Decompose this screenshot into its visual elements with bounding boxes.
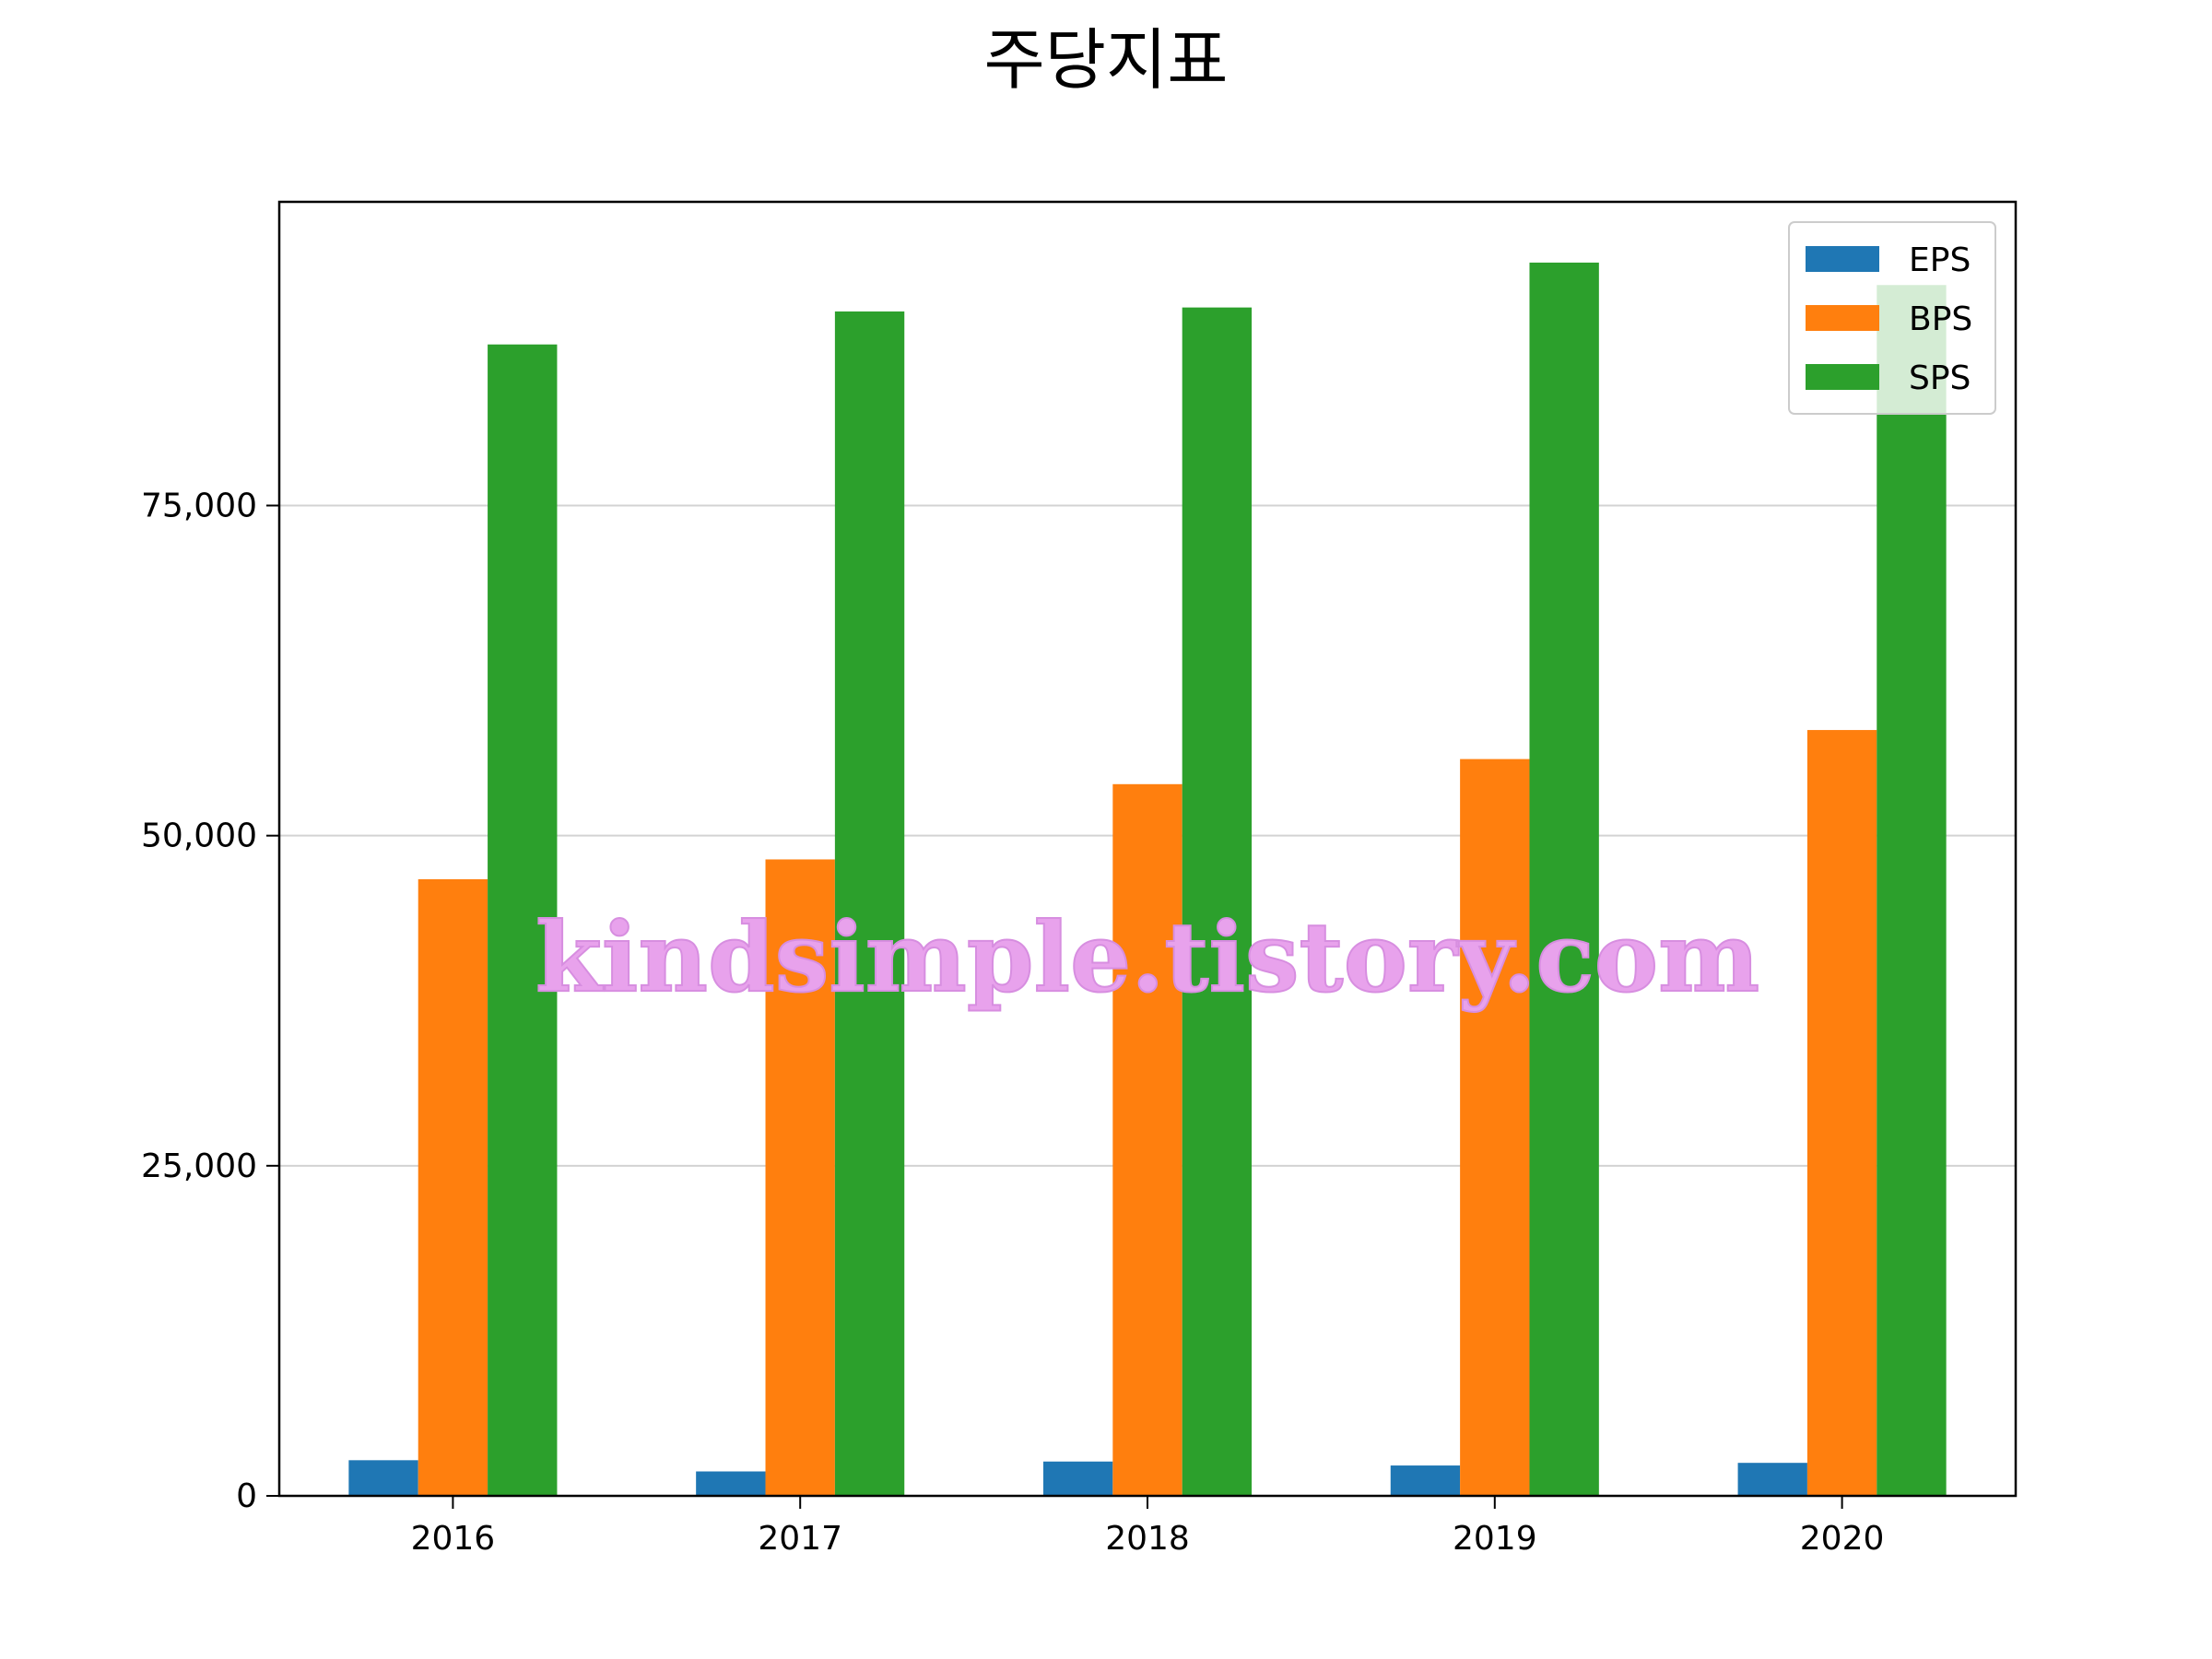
bar-sps-2016 bbox=[488, 344, 558, 1496]
bar-eps-2017 bbox=[696, 1471, 766, 1496]
bar-eps-2018 bbox=[1042, 1461, 1113, 1496]
x-axis: 2016 2017 2018 2019 2020 bbox=[411, 1496, 1885, 1558]
chart-title: 주당지표 bbox=[984, 21, 1229, 99]
legend-swatch-eps bbox=[1806, 246, 1879, 272]
bar-sps-2018 bbox=[1182, 307, 1253, 1496]
legend-label-sps: SPS bbox=[1909, 359, 1971, 397]
legend: EPS BPS SPS bbox=[1788, 221, 1996, 415]
bar-eps-2016 bbox=[348, 1460, 418, 1496]
bar-sps-2019 bbox=[1529, 262, 1599, 1496]
y-tick-label: 25,000 bbox=[141, 1147, 257, 1185]
bar-sps-2020 bbox=[1877, 285, 1947, 1497]
bar-bps-2018 bbox=[1112, 783, 1182, 1496]
watermark-text: kindsimple.tistory.com bbox=[535, 900, 1759, 1014]
bars bbox=[348, 262, 1947, 1497]
y-axis: 0 25,000 50,000 75,000 bbox=[141, 488, 279, 1515]
bar-bps-2020 bbox=[1806, 730, 1877, 1496]
legend-swatch-bps bbox=[1806, 305, 1879, 331]
legend-swatch-sps bbox=[1806, 364, 1879, 390]
bar-bps-2017 bbox=[765, 859, 835, 1496]
x-tick-label: 2018 bbox=[1105, 1520, 1190, 1558]
x-tick-label: 2016 bbox=[411, 1520, 496, 1558]
legend-label-eps: EPS bbox=[1909, 241, 1971, 279]
y-tick-label: 0 bbox=[236, 1477, 257, 1515]
bar-eps-2019 bbox=[1390, 1465, 1461, 1496]
x-tick-label: 2020 bbox=[1800, 1520, 1885, 1558]
bar-sps-2017 bbox=[834, 311, 905, 1497]
x-tick-label: 2019 bbox=[1453, 1520, 1537, 1558]
y-tick-label: 50,000 bbox=[141, 818, 257, 855]
legend-label-bps: BPS bbox=[1909, 300, 1972, 338]
bar-bps-2016 bbox=[418, 878, 488, 1496]
bar-bps-2019 bbox=[1460, 759, 1530, 1496]
bar-eps-2020 bbox=[1737, 1463, 1807, 1496]
x-tick-label: 2017 bbox=[758, 1520, 842, 1558]
y-tick-label: 75,000 bbox=[141, 488, 257, 525]
